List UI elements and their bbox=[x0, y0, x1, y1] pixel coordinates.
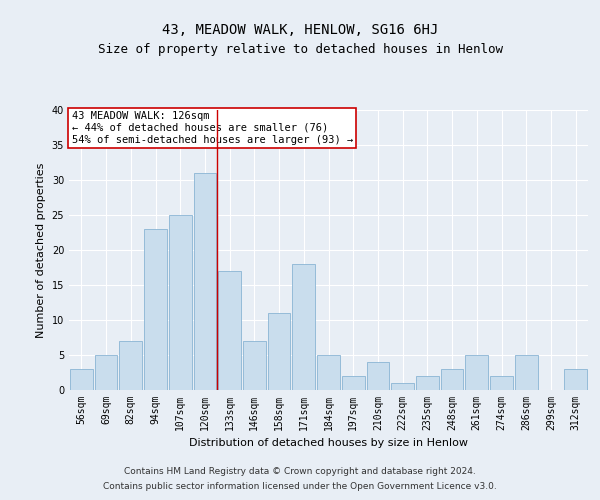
Bar bbox=[119, 341, 142, 390]
Bar bbox=[218, 271, 241, 390]
Bar bbox=[169, 215, 191, 390]
Bar bbox=[144, 229, 167, 390]
Bar bbox=[194, 173, 216, 390]
Text: 43, MEADOW WALK, HENLOW, SG16 6HJ: 43, MEADOW WALK, HENLOW, SG16 6HJ bbox=[162, 22, 438, 36]
Bar bbox=[416, 376, 439, 390]
Y-axis label: Number of detached properties: Number of detached properties bbox=[36, 162, 46, 338]
Text: Contains public sector information licensed under the Open Government Licence v3: Contains public sector information licen… bbox=[103, 482, 497, 491]
Bar bbox=[564, 369, 587, 390]
Text: Contains HM Land Registry data © Crown copyright and database right 2024.: Contains HM Land Registry data © Crown c… bbox=[124, 467, 476, 476]
Bar bbox=[70, 369, 93, 390]
X-axis label: Distribution of detached houses by size in Henlow: Distribution of detached houses by size … bbox=[189, 438, 468, 448]
Bar bbox=[95, 355, 118, 390]
Text: Size of property relative to detached houses in Henlow: Size of property relative to detached ho… bbox=[97, 42, 503, 56]
Bar bbox=[317, 355, 340, 390]
Bar bbox=[292, 264, 315, 390]
Bar bbox=[466, 355, 488, 390]
Bar bbox=[515, 355, 538, 390]
Bar bbox=[441, 369, 463, 390]
Text: 43 MEADOW WALK: 126sqm
← 44% of detached houses are smaller (76)
54% of semi-det: 43 MEADOW WALK: 126sqm ← 44% of detached… bbox=[71, 112, 353, 144]
Bar bbox=[490, 376, 513, 390]
Bar bbox=[367, 362, 389, 390]
Bar bbox=[342, 376, 365, 390]
Bar bbox=[243, 341, 266, 390]
Bar bbox=[391, 383, 414, 390]
Bar bbox=[268, 313, 290, 390]
